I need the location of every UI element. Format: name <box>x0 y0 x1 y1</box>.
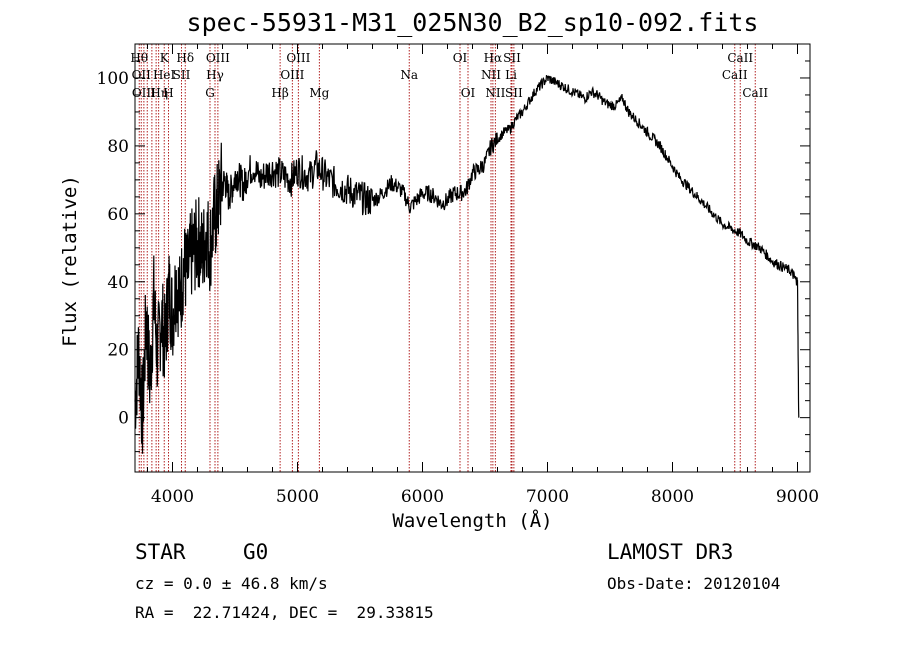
line-marker-label: Hγ <box>206 68 224 82</box>
chart-title: spec-55931-M31_025N30_B2_sp10-092.fits <box>186 8 759 37</box>
x-tick-label: 5000 <box>276 487 319 507</box>
spectrum-line <box>134 74 800 454</box>
line-marker-label: SII <box>503 51 521 65</box>
object-class: STAR <box>135 540 186 564</box>
line-marker-label: Hη <box>150 86 168 100</box>
y-tick-label: 0 <box>118 409 129 429</box>
line-marker-label: CaII <box>742 86 768 100</box>
x-tick-label: 4000 <box>151 487 194 507</box>
line-marker-label: HeI <box>153 68 176 82</box>
line-marker-label: K <box>160 51 170 65</box>
line-marker-label: Na <box>400 68 418 82</box>
line-marker-label: OIII <box>206 51 230 65</box>
survey-name: LAMOST DR3 <box>607 540 734 564</box>
x-tick-label: 6000 <box>401 487 444 507</box>
y-tick-label: 20 <box>107 341 129 361</box>
redshift-readout: cz = 0.0 ± 46.8 km/s <box>135 574 328 593</box>
line-marker-label: CaII <box>722 68 748 82</box>
y-tick-label: 80 <box>107 137 129 157</box>
line-marker-label: Hβ <box>271 86 288 100</box>
y-tick-label: 40 <box>107 273 129 293</box>
line-marker-label: G <box>205 86 215 100</box>
x-axis-ticks: 4000 5000 6000 7000 8000 9000 <box>147 44 819 507</box>
y-axis-ticks: 0 20 40 60 80 100 <box>97 43 810 453</box>
line-marker-label: SII <box>505 86 523 100</box>
line-marker-label: OI <box>453 51 468 65</box>
line-marker-label: OIII <box>132 86 156 100</box>
obs-date: Obs-Date: 20120104 <box>607 574 781 593</box>
plot-frame <box>134 43 811 473</box>
line-marker-label: NII <box>481 68 501 82</box>
line-marker-label: Li <box>505 68 517 82</box>
ra-dec-readout: RA = 22.71424, DEC = 29.33815 <box>135 603 434 622</box>
line-marker-label: SII <box>173 68 191 82</box>
line-marker-label: OI <box>461 86 476 100</box>
emission-line-markers <box>138 44 756 472</box>
x-axis-label: Wavelength (Å) <box>392 510 553 532</box>
y-axis-label: Flux (relative) <box>59 175 81 347</box>
line-marker-label: OIII <box>286 51 310 65</box>
line-marker-label: H <box>163 86 173 100</box>
emission-line-labels: HθOIIOIIIHηHeIKHSIIHδGHγOIIIHβOIIIOIIIMg… <box>130 51 768 100</box>
line-marker-label: CaII <box>727 51 753 65</box>
x-tick-label: 8000 <box>651 487 694 507</box>
line-marker-label: NII <box>485 86 505 100</box>
y-tick-label: 100 <box>97 69 129 89</box>
line-marker-label: OII <box>132 68 152 82</box>
line-marker-label: Hθ <box>130 51 148 65</box>
y-tick-label: 60 <box>107 205 129 225</box>
x-tick-label: 7000 <box>526 487 569 507</box>
x-tick-label: 9000 <box>776 487 819 507</box>
line-marker-label: Hδ <box>176 51 194 65</box>
object-subclass: G0 <box>243 540 269 564</box>
line-marker-label: Hα <box>484 51 503 65</box>
line-marker-label: Mg <box>309 86 329 100</box>
line-marker-label: OIII <box>280 68 304 82</box>
